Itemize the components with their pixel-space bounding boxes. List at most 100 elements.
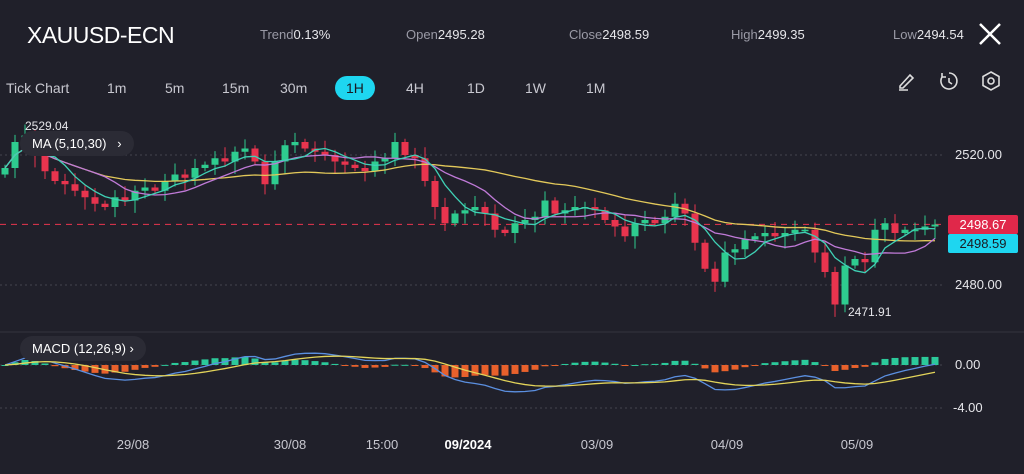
- macd-histogram-bar: [361, 365, 369, 368]
- macd-histogram-bar: [411, 365, 419, 366]
- x-label: 30/08: [273, 437, 307, 452]
- candle-down: [621, 226, 629, 237]
- tab-1m[interactable]: 1m: [107, 80, 127, 96]
- stat-close: Close2498.59: [569, 27, 650, 42]
- candle-down: [861, 259, 869, 263]
- macd-histogram-bar: [331, 363, 339, 365]
- macd-histogram-bar: [51, 365, 59, 367]
- candle-up: [541, 200, 549, 217]
- candle-up: [471, 207, 479, 211]
- settings-icon[interactable]: [980, 70, 1002, 92]
- candle-up: [231, 151, 239, 162]
- macd-histogram-bar: [281, 360, 289, 365]
- last-price-tag: 2498.67: [948, 215, 1018, 234]
- macd-histogram-bar: [131, 365, 139, 370]
- macd-histogram-bar: [161, 364, 169, 366]
- candle-up: [191, 168, 199, 178]
- price-chart[interactable]: [0, 110, 1024, 440]
- macd-histogram-bar: [231, 357, 239, 365]
- close-icon[interactable]: [976, 20, 1004, 48]
- macd-tick-neg4: -4.00: [953, 400, 983, 415]
- candle-up: [371, 161, 379, 172]
- candle-down: [431, 181, 439, 207]
- macd-histogram-bar: [781, 361, 789, 365]
- candle-down: [611, 220, 619, 227]
- close-price-tag: 2498.59: [948, 234, 1018, 253]
- tab-30m[interactable]: 30m: [280, 80, 308, 96]
- candle-up: [201, 164, 209, 168]
- timer-icon[interactable]: [938, 70, 960, 92]
- tab-tick-chart[interactable]: Tick Chart: [6, 80, 70, 96]
- macd-histogram-bar: [621, 365, 629, 366]
- macd-histogram-bar: [691, 363, 699, 365]
- macd-histogram-bar: [841, 365, 849, 370]
- macd-indicator-button[interactable]: MACD (12,26,9) ›: [20, 336, 146, 361]
- candle-down: [41, 155, 49, 172]
- tab-15m[interactable]: 15m: [222, 80, 250, 96]
- macd-histogram-bar: [441, 365, 449, 377]
- macd-histogram-bar: [801, 359, 809, 365]
- x-label: 09/2024: [444, 437, 492, 452]
- candle-down: [701, 242, 709, 269]
- ma-indicator-button[interactable]: MA (5,10,30) ›: [20, 131, 134, 156]
- macd-histogram-bar: [121, 365, 129, 372]
- candle-up: [911, 229, 919, 232]
- macd-histogram-bar: [591, 361, 599, 365]
- macd-histogram-bar: [641, 364, 649, 366]
- candle-down: [441, 207, 449, 224]
- candle-down: [151, 187, 159, 191]
- candle-up: [741, 239, 749, 250]
- candle-down: [831, 272, 839, 305]
- candle-up: [751, 236, 759, 240]
- candle-up: [791, 229, 799, 233]
- candle-up: [381, 158, 389, 162]
- macd-histogram-bar: [111, 365, 119, 373]
- tab-1w[interactable]: 1W: [525, 80, 546, 96]
- candle-up: [211, 158, 219, 165]
- candle-down: [811, 229, 819, 253]
- macd-histogram-bar: [891, 357, 899, 365]
- macd-histogram-bar: [551, 365, 559, 366]
- max-price-marker: 2529.04: [25, 119, 69, 133]
- tab-4h[interactable]: 4H: [406, 80, 424, 96]
- macd-histogram-bar: [581, 361, 589, 365]
- candle-down: [891, 223, 899, 233]
- x-label: 15:00: [365, 437, 399, 452]
- candle-down: [81, 190, 89, 198]
- macd-histogram-bar: [921, 356, 929, 365]
- macd-histogram-bar: [501, 365, 509, 376]
- candle-down: [51, 171, 59, 181]
- min-price-marker: 2471.91: [848, 305, 892, 319]
- x-label: 05/09: [840, 437, 874, 452]
- candle-up: [871, 229, 879, 263]
- tab-5m[interactable]: 5m: [165, 80, 185, 96]
- candle-down: [61, 181, 69, 185]
- candle-down: [181, 174, 189, 178]
- macd-histogram-bar: [491, 365, 499, 376]
- macd-histogram-bar: [851, 365, 859, 368]
- macd-histogram-bar: [191, 360, 199, 365]
- macd-histogram-bar: [81, 365, 89, 372]
- price-tick-2480: 2480.00: [955, 277, 1002, 292]
- macd-histogram-bar: [71, 365, 79, 371]
- tab-1h[interactable]: 1H: [335, 76, 375, 100]
- macd-histogram-bar: [181, 362, 189, 365]
- pencil-icon[interactable]: [896, 70, 918, 92]
- tab-1mo[interactable]: 1M: [586, 80, 606, 96]
- macd-histogram-bar: [831, 365, 839, 371]
- macd-histogram-bar: [661, 362, 669, 365]
- candle-down: [501, 229, 509, 233]
- macd-histogram-bar: [311, 361, 319, 365]
- candle-down: [251, 148, 259, 162]
- macd-histogram-bar: [261, 362, 269, 365]
- candle-up: [841, 265, 849, 305]
- tab-1d[interactable]: 1D: [467, 80, 485, 96]
- macd-histogram-bar: [541, 365, 549, 367]
- macd-histogram-bar: [521, 365, 529, 372]
- macd-histogram-bar: [861, 365, 869, 367]
- macd-histogram-bar: [471, 365, 479, 376]
- candle-down: [341, 161, 349, 165]
- macd-histogram-bar: [171, 362, 179, 365]
- stat-high: High2499.35: [731, 27, 805, 42]
- macd-histogram-bar: [681, 360, 689, 365]
